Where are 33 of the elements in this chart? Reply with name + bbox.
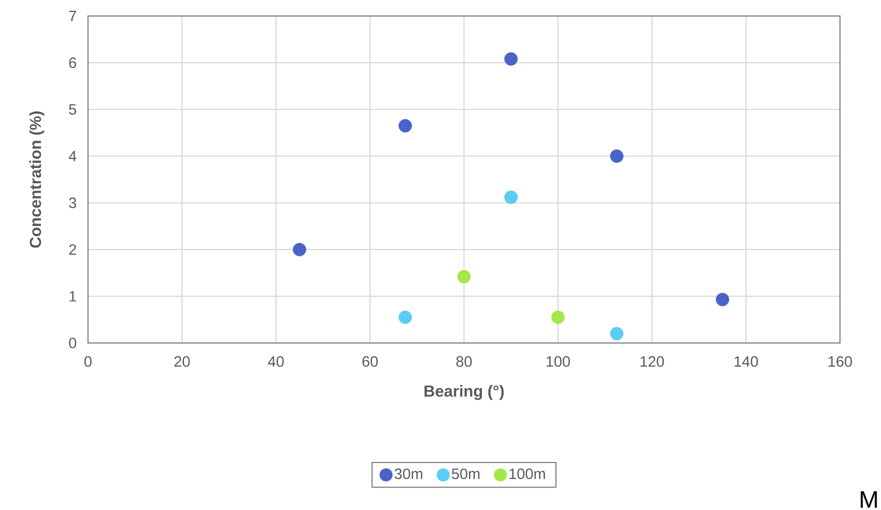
- y-tick-label: 7: [69, 10, 76, 22]
- y-axis-title: Concentration (%): [29, 111, 44, 248]
- x-tick-label: 0: [84, 356, 92, 367]
- x-axis-title: Bearing (°): [424, 385, 504, 400]
- y-tick-label: 1: [70, 291, 76, 302]
- y-tick-label: 6: [69, 57, 76, 68]
- y-tick-label: 0: [69, 338, 76, 348]
- point: [504, 190, 518, 204]
- x-tick-label: 100: [546, 356, 570, 367]
- x-tick-label: 80: [456, 356, 472, 367]
- x-tick-label: 120: [640, 356, 664, 367]
- point: [398, 310, 412, 324]
- y-tick-label: 5: [69, 104, 76, 115]
- x-tick-label: 60: [362, 356, 378, 367]
- legend-label: 50m: [452, 468, 480, 480]
- point: [504, 52, 518, 66]
- point: [292, 242, 306, 256]
- text: M: [860, 491, 877, 508]
- point: [457, 270, 471, 284]
- point: [610, 149, 624, 163]
- point: [610, 326, 624, 340]
- x-tick-label: 40: [268, 356, 284, 367]
- legend-label: 30m: [394, 468, 422, 480]
- legend-label: 100m: [510, 468, 545, 480]
- x-tick-label: 20: [174, 356, 190, 367]
- point: [716, 292, 730, 306]
- y-tick-label: 3: [69, 198, 76, 208]
- y-tick-label: 2: [69, 244, 76, 255]
- y-tick-label: 4: [68, 150, 76, 162]
- point: [551, 310, 565, 324]
- x-tick-label: 160: [828, 356, 852, 367]
- point: [398, 119, 412, 132]
- x-tick-label: 140: [734, 356, 758, 367]
